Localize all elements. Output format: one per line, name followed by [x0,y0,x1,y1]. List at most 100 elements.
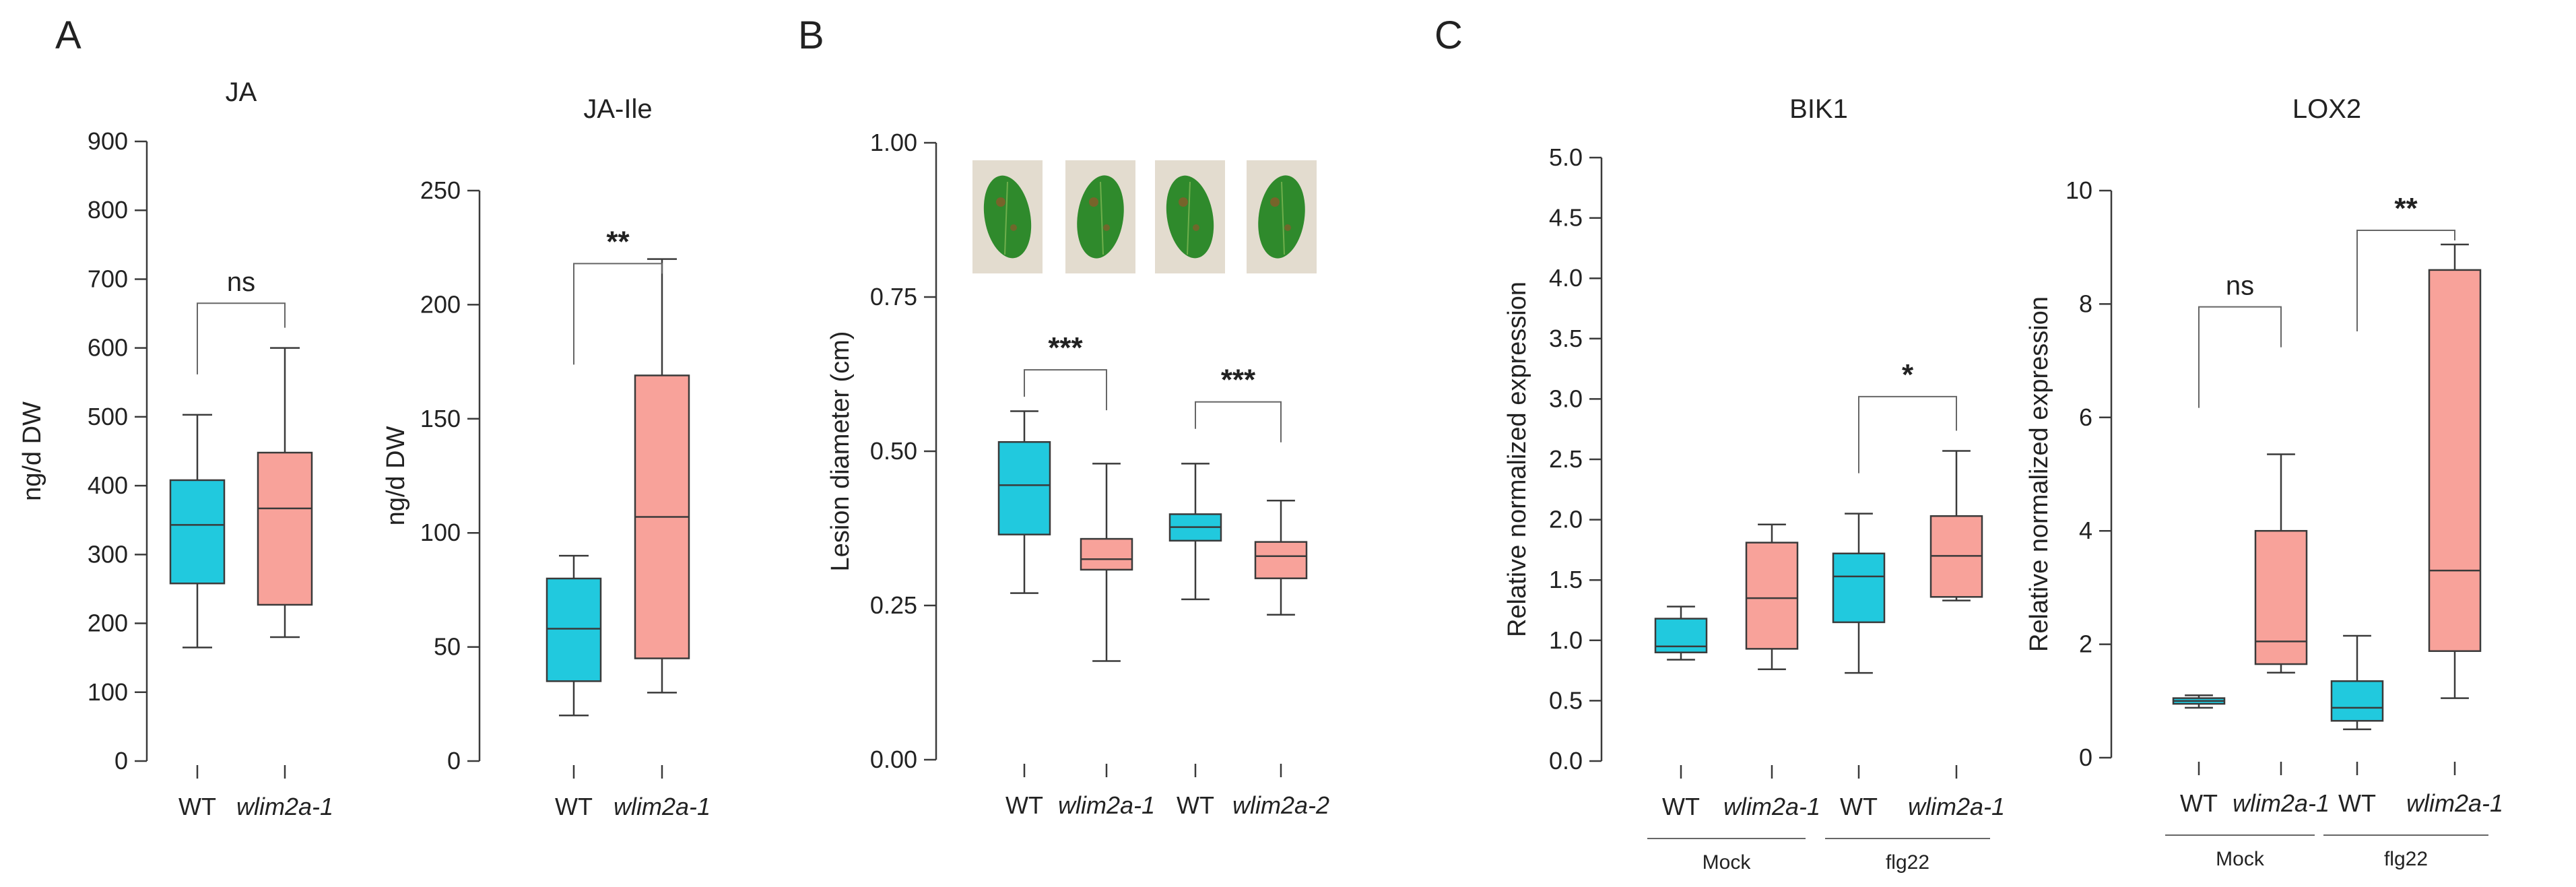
group-label: Mock [1703,851,1752,874]
bracket-line [573,263,663,365]
box-wt-2 [2330,634,2384,731]
chart-bik1: BIK1 0.0 0.5 1.0 1.5 2.0 2.5 3.0 3.5 4.0 4.5 5.0 Rel… [1503,94,2005,874]
x-tick-label: WT [1840,793,1878,820]
box-wt-0 [546,554,602,717]
significance-label: ns [2226,271,2254,301]
box-wt-0 [2172,694,2226,709]
group-label: flg22 [2384,848,2428,870]
y-tick-label: 100 [420,519,461,546]
lesion-spot [1103,224,1110,231]
y-tick-label: 1.5 [1549,566,1583,593]
box-iqr [169,479,226,585]
lesion-spot [996,197,1005,207]
y-axis-title: Relative normalized expression [1503,282,1531,637]
x-tick-label: WT [555,793,593,820]
y-tick-label: 0.00 [870,746,917,773]
leaf-vein [1187,181,1191,255]
chart-jaile: JA-Ile 0 50 100 150 200 250 ng/d DW WT wlim2a-1 ** [382,94,711,820]
significance-bracket: ns [197,267,286,374]
x-tick-label: WT [178,793,216,820]
x-tick-label: wlim2a-1 [2233,789,2330,817]
significance-label: *** [1221,364,1256,397]
y-tick-label: 250 [420,176,461,204]
bracket-line [1858,395,1957,473]
y-axis-title: ng/d DW [18,401,46,501]
significance-label: ns [227,267,255,297]
y-tick-label: 0 [447,747,461,775]
x-tick-label: WT [2180,789,2218,817]
y-tick-label: 4 [2079,517,2092,544]
y-tick-label: 0.0 [1549,747,1583,775]
box-iqr [1254,541,1308,579]
leaf-image-icon [972,160,1043,273]
box-iqr [1654,618,1708,653]
significance-label: * [1902,358,1914,391]
box-iqr [1080,537,1133,571]
box-wt-0 [1654,605,1708,661]
y-tick-label: 100 [88,678,128,706]
leaf-image-icon [1065,160,1135,273]
bracket-line [2356,229,2455,331]
y-tick-label: 150 [420,405,461,432]
x-tick-label: WT [2338,789,2376,817]
y-tick-label: 10 [2066,176,2092,204]
significance-label: ** [606,225,630,258]
x-tick-label: wlim2a-1 [1058,791,1155,819]
bracket-line [1195,401,1282,442]
y-tick-label: 400 [88,471,128,499]
box-iqr [2254,529,2308,665]
box-wlim2a1-1 [1745,523,1799,671]
y-tick-label: 2 [2079,630,2092,658]
leaf-blade [1077,175,1124,259]
significance-bracket: *** [1195,364,1282,442]
y-tick-label: 0.50 [870,437,917,465]
y-tick-label: 0 [2079,744,2092,771]
y-tick-label: 1.0 [1549,626,1583,654]
y-axis-title: Lesion diameter (cm) [826,331,855,572]
y-tick-label: 4.0 [1549,264,1583,292]
leaf-blade [1258,175,1305,259]
significance-label: *** [1048,331,1083,364]
lesion-spot [1270,197,1280,207]
leaf-image-icon [1155,160,1225,273]
leaf-vein [1281,181,1285,255]
box-wlim2a1-1 [1080,463,1133,662]
lesion-spot [1010,224,1017,231]
box-iqr [997,441,1051,535]
y-tick-label: 0.5 [1549,686,1583,714]
leaf-vein [1004,181,1008,255]
x-tick-label: WT [1005,791,1043,819]
chart-title: JA [226,77,257,107]
box-wlim2a1-1 [634,258,690,694]
box-iqr [1745,541,1799,650]
box-iqr [2330,680,2384,722]
panel-label-c: C [1434,13,1463,57]
leaf-image-icon [1247,160,1317,273]
box-wlim2a1-1 [257,347,313,638]
leaf-blade [1166,175,1214,259]
y-tick-label: 500 [88,403,128,430]
box-wt-0 [169,414,226,649]
bracket-line [2198,306,2282,408]
lesion-spot [1089,197,1098,207]
y-tick-label: 600 [88,334,128,362]
y-tick-label: 3.5 [1549,325,1583,352]
leaf-blade [983,175,1032,259]
y-tick-label: 0.75 [870,283,917,310]
group-label: Mock [2216,848,2265,870]
box-wlim2a1-3 [2428,243,2482,699]
y-tick-label: 2.0 [1549,506,1583,533]
x-tick-label: wlim2a-1 [1723,793,1820,820]
bracket-line [1024,369,1107,411]
chart-title: BIK1 [1789,94,1848,124]
group-label: flg22 [1886,851,1929,874]
x-tick-label: wlim2a-1 [236,793,333,820]
y-axis-title: Relative normalized expression [2025,296,2053,652]
x-tick-label: wlim2a-1 [614,793,711,820]
y-tick-label: 3.0 [1549,385,1583,412]
box-wt-2 [1168,463,1222,601]
chart-ja: JA 0 100 200 300 400 500 600 700 800 900 ng/d DW WT w… [18,77,333,820]
lesion-spot [1284,224,1291,231]
x-tick-label: wlim2a-1 [2406,789,2503,817]
